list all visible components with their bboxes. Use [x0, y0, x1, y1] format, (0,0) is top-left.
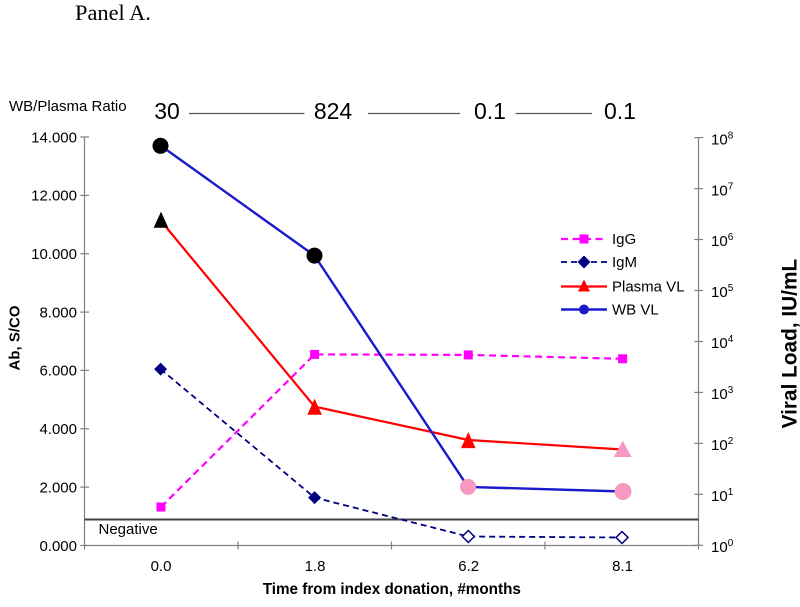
- svg-text:0.1: 0.1: [474, 98, 506, 124]
- svg-text:6.000: 6.000: [39, 363, 77, 380]
- svg-text:Ab, S/CO: Ab, S/CO: [7, 305, 24, 370]
- svg-text:Plasma VL: Plasma VL: [612, 279, 685, 296]
- svg-text:0.000: 0.000: [39, 538, 77, 555]
- svg-text:Negative: Negative: [99, 521, 158, 538]
- svg-text:IgG: IgG: [612, 231, 636, 248]
- svg-text:Viral Load, IU/mL: Viral Load, IU/mL: [779, 259, 800, 429]
- svg-text:0.1: 0.1: [604, 98, 636, 124]
- svg-text:8.000: 8.000: [39, 304, 77, 321]
- svg-text:IgM: IgM: [612, 254, 637, 271]
- svg-text:8.1: 8.1: [612, 558, 633, 575]
- svg-text:4.000: 4.000: [39, 421, 77, 438]
- svg-text:824: 824: [314, 98, 353, 124]
- svg-text:0.0: 0.0: [151, 558, 172, 575]
- svg-text:Panel A.: Panel A.: [75, 0, 151, 25]
- svg-text:10.000: 10.000: [31, 246, 77, 263]
- svg-text:2.000: 2.000: [39, 479, 77, 496]
- svg-text:Time from index donation, #mon: Time from index donation, #months: [263, 581, 521, 598]
- svg-text:30: 30: [154, 98, 180, 124]
- svg-text:WB VL: WB VL: [612, 302, 659, 319]
- svg-text:14.000: 14.000: [31, 129, 77, 146]
- svg-text:1.8: 1.8: [305, 558, 326, 575]
- svg-text:12.000: 12.000: [31, 188, 77, 205]
- svg-text:6.2: 6.2: [458, 558, 479, 575]
- svg-text:WB/Plasma Ratio: WB/Plasma Ratio: [9, 98, 127, 115]
